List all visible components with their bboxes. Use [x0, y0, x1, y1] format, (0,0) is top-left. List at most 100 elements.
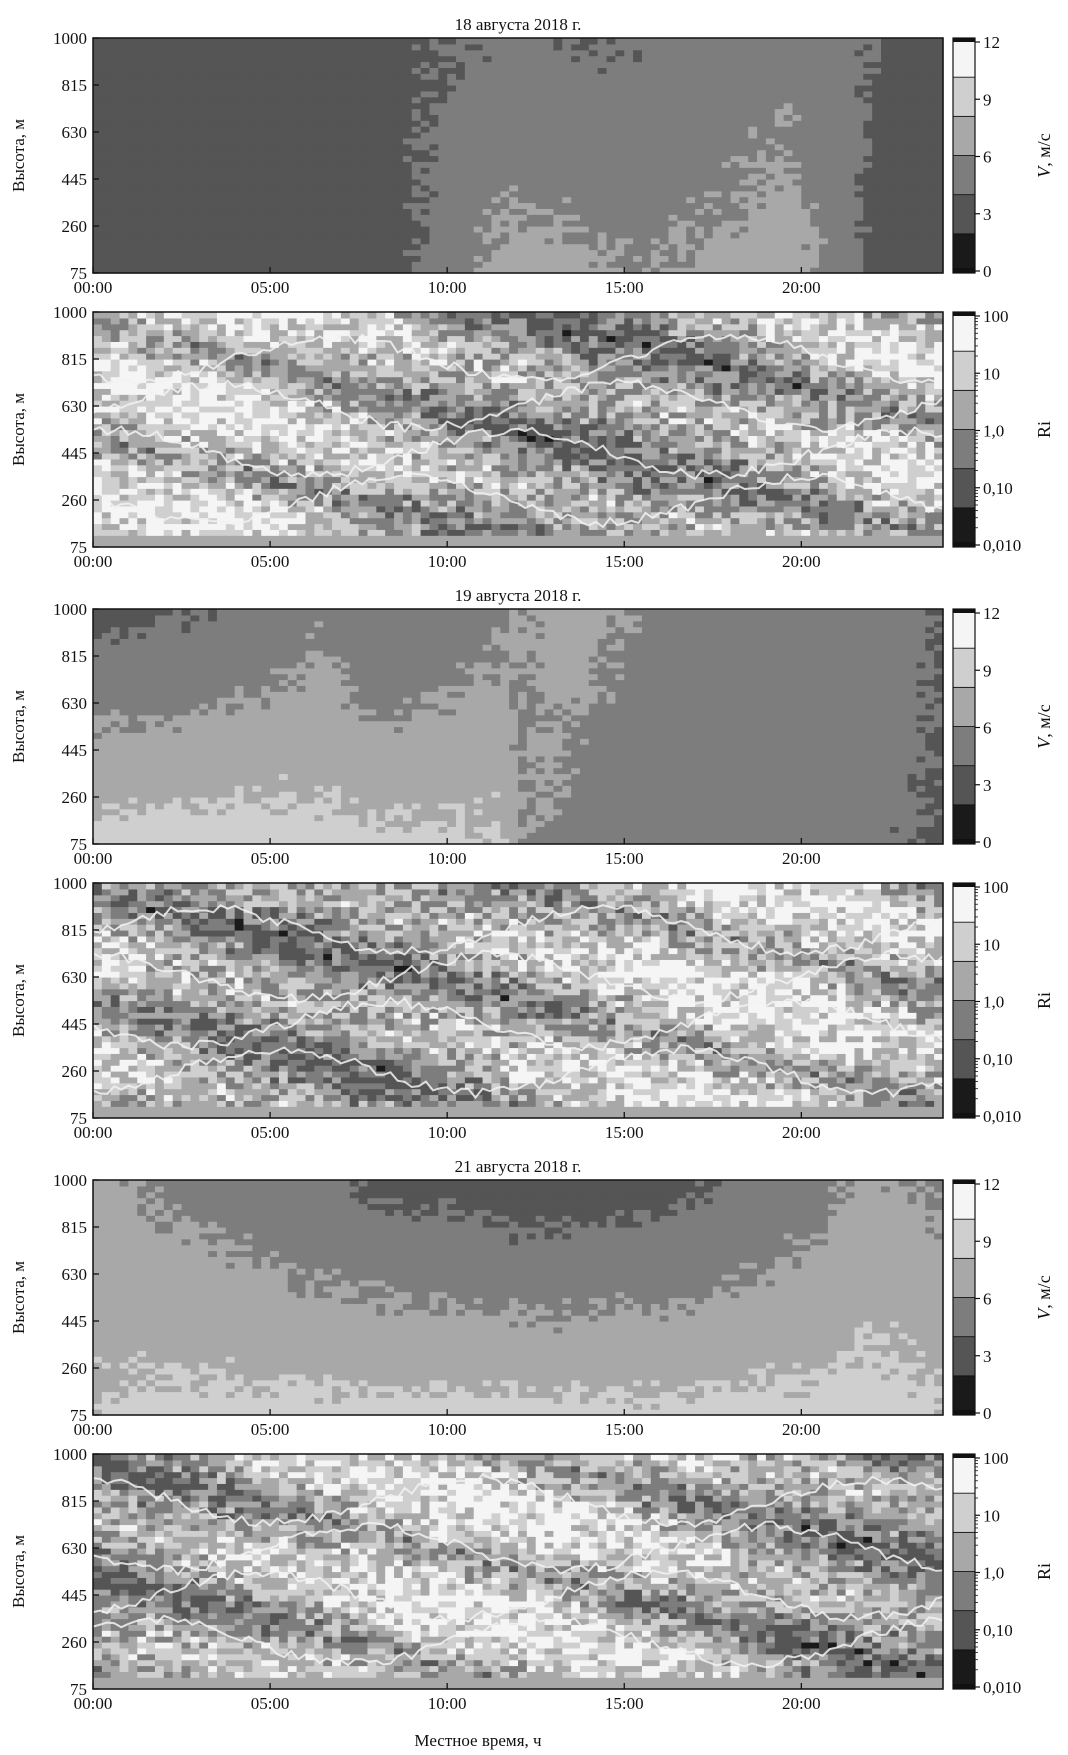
heatmap-cell [483, 73, 492, 79]
heatmap-cell [890, 161, 899, 167]
heatmap-cell [359, 73, 368, 79]
heatmap-cell [306, 56, 315, 62]
heatmap-cell [474, 85, 483, 91]
heatmap-cell [226, 85, 235, 91]
heatmap-cell [739, 191, 748, 197]
heatmap-cell [190, 138, 199, 144]
heatmap-cell [784, 138, 793, 144]
heatmap-cell [801, 50, 810, 56]
heatmap-cell [252, 79, 261, 85]
heatmap-cell [748, 114, 757, 120]
heatmap-cell [757, 232, 766, 238]
heatmap-cell [190, 250, 199, 256]
heatmap-cell [297, 518, 306, 524]
heatmap-cell [607, 85, 616, 91]
heatmap-cell [208, 336, 217, 342]
heatmap-cell [669, 114, 678, 120]
heatmap-cell [837, 244, 846, 250]
heatmap-cell [483, 250, 492, 256]
heatmap-cell [288, 453, 297, 459]
heatmap-cell [173, 197, 182, 203]
heatmap-cell [297, 424, 306, 430]
heatmap-cell [474, 126, 483, 132]
heatmap-cell [465, 255, 474, 261]
heatmap-cell [624, 203, 633, 209]
heatmap-cell [297, 482, 306, 488]
heatmap-cell [660, 208, 669, 214]
heatmap-cell [792, 44, 801, 50]
heatmap-cell [757, 156, 766, 162]
heatmap-cell [120, 383, 129, 389]
heatmap-cell [164, 156, 173, 162]
heatmap-cell [190, 400, 199, 406]
heatmap-cell [341, 220, 350, 226]
heatmap-cell [332, 67, 341, 73]
heatmap-cell [270, 261, 279, 267]
heatmap-cell [536, 44, 545, 50]
heatmap-cell [252, 324, 261, 330]
heatmap-cell [669, 138, 678, 144]
heatmap-cell [323, 56, 332, 62]
heatmap-cell [199, 430, 208, 436]
heatmap-cell [102, 44, 111, 50]
heatmap-cell [828, 132, 837, 138]
heatmap-cell [748, 62, 757, 68]
heatmap-cell [199, 318, 208, 324]
heatmap-cell [562, 255, 571, 261]
heatmap-cell [748, 161, 757, 167]
heatmap-cell [589, 91, 598, 97]
heatmap-cell [173, 494, 182, 500]
heatmap-cell [199, 244, 208, 250]
heatmap-cell [190, 524, 199, 530]
heatmap-cell [173, 312, 182, 318]
heatmap-cell [438, 144, 447, 150]
heatmap-cell [102, 97, 111, 103]
heatmap-cell [651, 244, 660, 250]
heatmap-cell [137, 56, 146, 62]
heatmap-cell [731, 179, 740, 185]
heatmap-cell [190, 406, 199, 412]
heatmap-cell [553, 114, 562, 120]
heatmap-cell [607, 73, 616, 79]
heatmap-cell [633, 261, 642, 267]
heatmap-cell [323, 506, 332, 512]
heatmap-cell [314, 371, 323, 377]
heatmap-cell [261, 50, 270, 56]
heatmap-cell [908, 62, 917, 68]
heatmap-cell [173, 62, 182, 68]
heatmap-cell [199, 424, 208, 430]
heatmap-cell [483, 238, 492, 244]
heatmap-cell [483, 255, 492, 261]
heatmap-cell [306, 67, 315, 73]
heatmap-cell [509, 208, 518, 214]
heatmap-cell [872, 132, 881, 138]
heatmap-cell [677, 197, 686, 203]
heatmap-cell [93, 62, 102, 68]
heatmap-cell [288, 250, 297, 256]
heatmap-cell [137, 529, 146, 535]
heatmap-cell [323, 353, 332, 359]
heatmap-cell [828, 214, 837, 220]
heatmap-cell [934, 214, 943, 220]
heatmap-cell [677, 179, 686, 185]
heatmap-cell [155, 50, 164, 56]
heatmap-cell [819, 156, 828, 162]
heatmap-cell [863, 208, 872, 214]
heatmap-cell [916, 179, 925, 185]
heatmap-cell [146, 418, 155, 424]
heatmap-cell [306, 377, 315, 383]
heatmap-cell [190, 91, 199, 97]
heatmap-cell [854, 156, 863, 162]
heatmap-cell [837, 38, 846, 44]
heatmap-cell [792, 109, 801, 115]
heatmap-cell [367, 109, 376, 115]
heatmap-cell [261, 477, 270, 483]
heatmap-cell [500, 167, 509, 173]
heatmap-cell [456, 203, 465, 209]
heatmap-cell [553, 91, 562, 97]
heatmap-cell [270, 161, 279, 167]
heatmap-cell [155, 482, 164, 488]
heatmap-cell [252, 365, 261, 371]
heatmap-cell [899, 156, 908, 162]
heatmap-cell [819, 191, 828, 197]
